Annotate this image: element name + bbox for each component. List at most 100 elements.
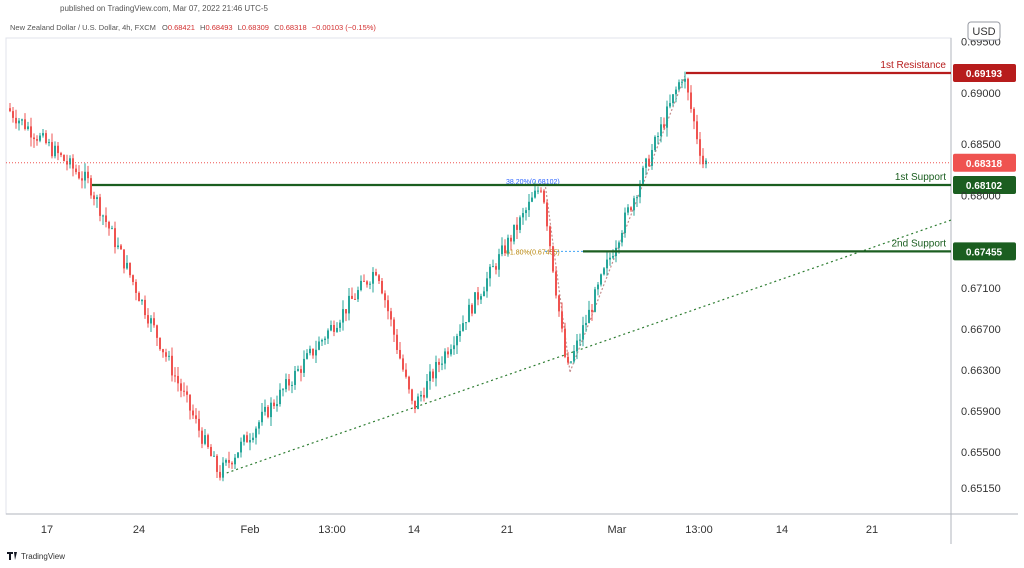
candle-body xyxy=(606,259,608,269)
candle-body xyxy=(642,167,644,184)
candle-body xyxy=(372,271,374,284)
candle-body xyxy=(459,330,461,337)
symbol-title: New Zealand Dollar / U.S. Dollar, 4h, FX… xyxy=(10,23,156,32)
candle-body xyxy=(159,337,161,350)
candle-body xyxy=(612,256,614,258)
candle-body xyxy=(468,304,470,323)
ohlc-legend: New Zealand Dollar / U.S. Dollar, 4h, FX… xyxy=(10,23,376,32)
candle-body xyxy=(684,78,686,82)
candle-body xyxy=(15,117,17,124)
candle-body xyxy=(369,283,371,285)
candle-body xyxy=(330,324,332,331)
candle-body xyxy=(585,322,587,326)
price-axis[interactable]: 0.695000.690000.685000.680000.671000.667… xyxy=(961,36,1001,494)
candle-body xyxy=(414,400,416,409)
candle-body xyxy=(324,338,326,341)
change-value: −0.00103 (−0.15%) xyxy=(312,23,377,32)
candle-body xyxy=(252,437,254,441)
candle-body xyxy=(219,471,221,478)
candle-body xyxy=(480,296,482,300)
candle-body xyxy=(216,455,218,472)
candle-body xyxy=(255,428,257,438)
candle-body xyxy=(591,309,593,312)
candle-body xyxy=(288,379,290,386)
candle-body xyxy=(546,202,548,227)
time-axis[interactable]: 17 24 Feb 13:00 14 21 Mar 13:00 14 21 xyxy=(41,524,878,536)
candle-body xyxy=(69,158,71,165)
level-price-value: 0.68102 xyxy=(966,181,1003,192)
level-price-tag xyxy=(953,242,1016,261)
candle-body xyxy=(342,309,344,323)
candle-body xyxy=(522,213,524,218)
candle-body xyxy=(354,298,356,300)
candle-body xyxy=(333,324,335,332)
candle-body xyxy=(663,124,665,128)
candle-body xyxy=(378,275,380,281)
candle-body xyxy=(426,381,428,398)
candle-body xyxy=(276,404,278,407)
candle-body xyxy=(72,158,74,169)
candle-body xyxy=(534,190,536,198)
candle-body xyxy=(360,280,362,291)
candle-body xyxy=(171,355,173,376)
candle-body xyxy=(78,172,80,179)
candle-body xyxy=(12,111,14,118)
candle-body xyxy=(264,406,266,412)
candle-body xyxy=(177,375,179,384)
candle-body xyxy=(57,145,59,154)
candle-body xyxy=(453,345,455,350)
candle-body xyxy=(240,441,242,453)
open-value: 0.68421 xyxy=(168,23,195,32)
candle-body xyxy=(147,315,149,324)
tradingview-logo[interactable]: TradingView xyxy=(7,552,65,561)
candle-body xyxy=(63,155,65,162)
candle-body xyxy=(189,394,191,411)
candle-body xyxy=(384,293,386,301)
candle-body xyxy=(549,226,551,247)
level-name: 2nd Support xyxy=(892,238,947,249)
candle-body xyxy=(465,322,467,324)
candle-body xyxy=(504,245,506,254)
candle-body xyxy=(123,249,125,269)
candle-body xyxy=(525,210,527,214)
candle-body xyxy=(540,190,542,192)
candle-body xyxy=(102,215,104,217)
candle-body xyxy=(162,349,164,353)
candle-body xyxy=(681,81,683,83)
candle-body xyxy=(627,207,629,213)
time-tick-label: Feb xyxy=(241,524,260,536)
candle-body xyxy=(336,327,338,332)
candle-body xyxy=(489,266,491,279)
candle-body xyxy=(567,356,569,363)
candle-body xyxy=(18,120,20,124)
candle-body xyxy=(375,271,377,276)
level-price-tag xyxy=(953,64,1016,82)
candle-body xyxy=(393,319,395,335)
candle-body xyxy=(195,415,197,419)
candle-body xyxy=(582,325,584,340)
candle-body xyxy=(246,435,248,443)
price-tick-label: 0.68000 xyxy=(961,190,1001,202)
candle-body xyxy=(111,228,113,230)
candle-body xyxy=(60,153,62,156)
candle-body xyxy=(132,275,134,282)
candle-body xyxy=(381,280,383,294)
candle-body xyxy=(678,82,680,90)
candle-body xyxy=(198,418,200,431)
currency-box[interactable] xyxy=(967,21,1001,41)
candle-body xyxy=(402,358,404,370)
candle-body xyxy=(294,370,296,385)
candle-body xyxy=(285,379,287,390)
candle-body xyxy=(108,221,110,229)
candle-body xyxy=(207,435,209,448)
candle-body xyxy=(432,371,434,379)
candle-body xyxy=(279,389,281,405)
candle-body xyxy=(597,284,599,290)
candle-body xyxy=(579,339,581,341)
candle-body xyxy=(213,455,215,457)
candle-body xyxy=(552,246,554,272)
candle-body xyxy=(501,245,503,255)
candle-body xyxy=(27,126,29,129)
currency-label: USD xyxy=(972,26,995,38)
